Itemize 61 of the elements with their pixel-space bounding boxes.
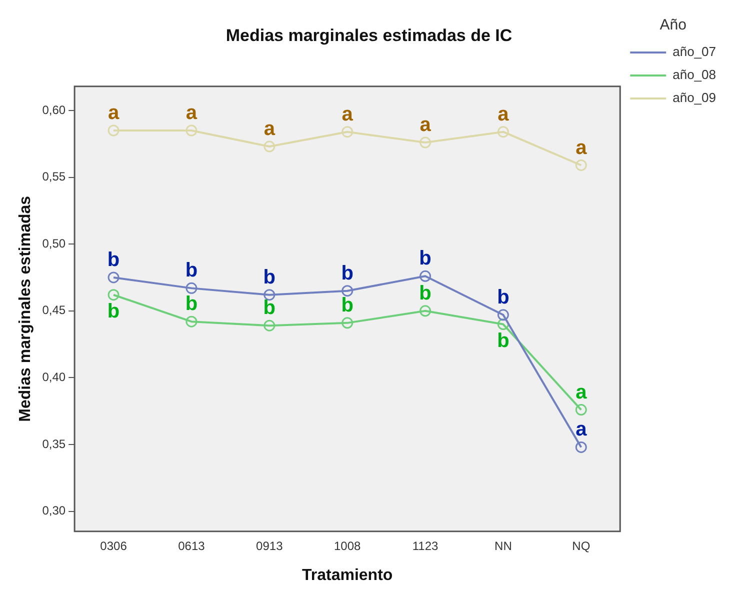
data-label: b [107, 249, 120, 272]
x-tick-label: NQ [572, 538, 590, 553]
legend-label: año_07 [672, 44, 716, 60]
y-tick-label: 0,55 [42, 170, 66, 184]
data-label: a [186, 102, 198, 124]
point [497, 309, 509, 321]
y-tick-label: 0,60 [42, 102, 66, 117]
point [342, 126, 354, 138]
data-label: a [576, 418, 588, 441]
point [108, 272, 120, 284]
data-label: a [342, 103, 354, 126]
data-label: b [263, 297, 276, 320]
data-label: b [341, 294, 354, 316]
data-label: b [419, 282, 432, 304]
point [186, 316, 198, 328]
y-axis-title: Medias marginales estimadas [17, 196, 34, 422]
y-tick-label: 0,45 [42, 303, 66, 318]
point [575, 441, 587, 453]
point [497, 126, 509, 138]
point [108, 289, 120, 301]
point [264, 320, 276, 332]
point [420, 136, 432, 148]
data-label: b [263, 266, 276, 288]
point [186, 124, 198, 136]
legend-label: año_09 [672, 90, 716, 106]
data-label: b [497, 286, 510, 308]
data-label: a [108, 102, 120, 124]
point [420, 270, 432, 282]
x-tick-label: 0613 [178, 538, 206, 553]
data-label: a [576, 381, 588, 404]
x-tick-label: 1008 [334, 538, 362, 553]
point [342, 285, 354, 297]
point [264, 140, 276, 152]
x-axis-title: Tratamiento [302, 566, 393, 584]
data-label: b [107, 300, 120, 322]
x-tick-label: 0913 [256, 538, 284, 553]
point [108, 124, 120, 136]
y-tick-label: 0,50 [42, 236, 66, 250]
data-label: b [341, 262, 354, 284]
point [186, 282, 198, 294]
point [575, 159, 587, 171]
point [420, 305, 432, 317]
data-label: a [576, 136, 588, 159]
legend-label: año_08 [672, 67, 716, 82]
point [575, 404, 587, 416]
chart-title: Medias marginales estimadas de IC [226, 26, 512, 45]
data-label: a [264, 118, 276, 140]
data-label: a [498, 103, 510, 126]
x-tick-label: 1123 [412, 538, 438, 553]
x-tick-label: 0306 [100, 538, 128, 553]
data-label: b [185, 260, 198, 282]
x-tick-label: NN [494, 538, 512, 553]
y-tick-label: 0,35 [42, 436, 66, 451]
data-label: a [420, 114, 432, 136]
legend-title: Año [660, 16, 686, 34]
y-tick-label: 0,40 [42, 370, 66, 384]
data-label: b [419, 248, 432, 270]
data-label: b [185, 293, 198, 316]
y-tick-label: 0,30 [42, 504, 66, 518]
point [342, 317, 354, 329]
data-label: b [497, 330, 510, 352]
